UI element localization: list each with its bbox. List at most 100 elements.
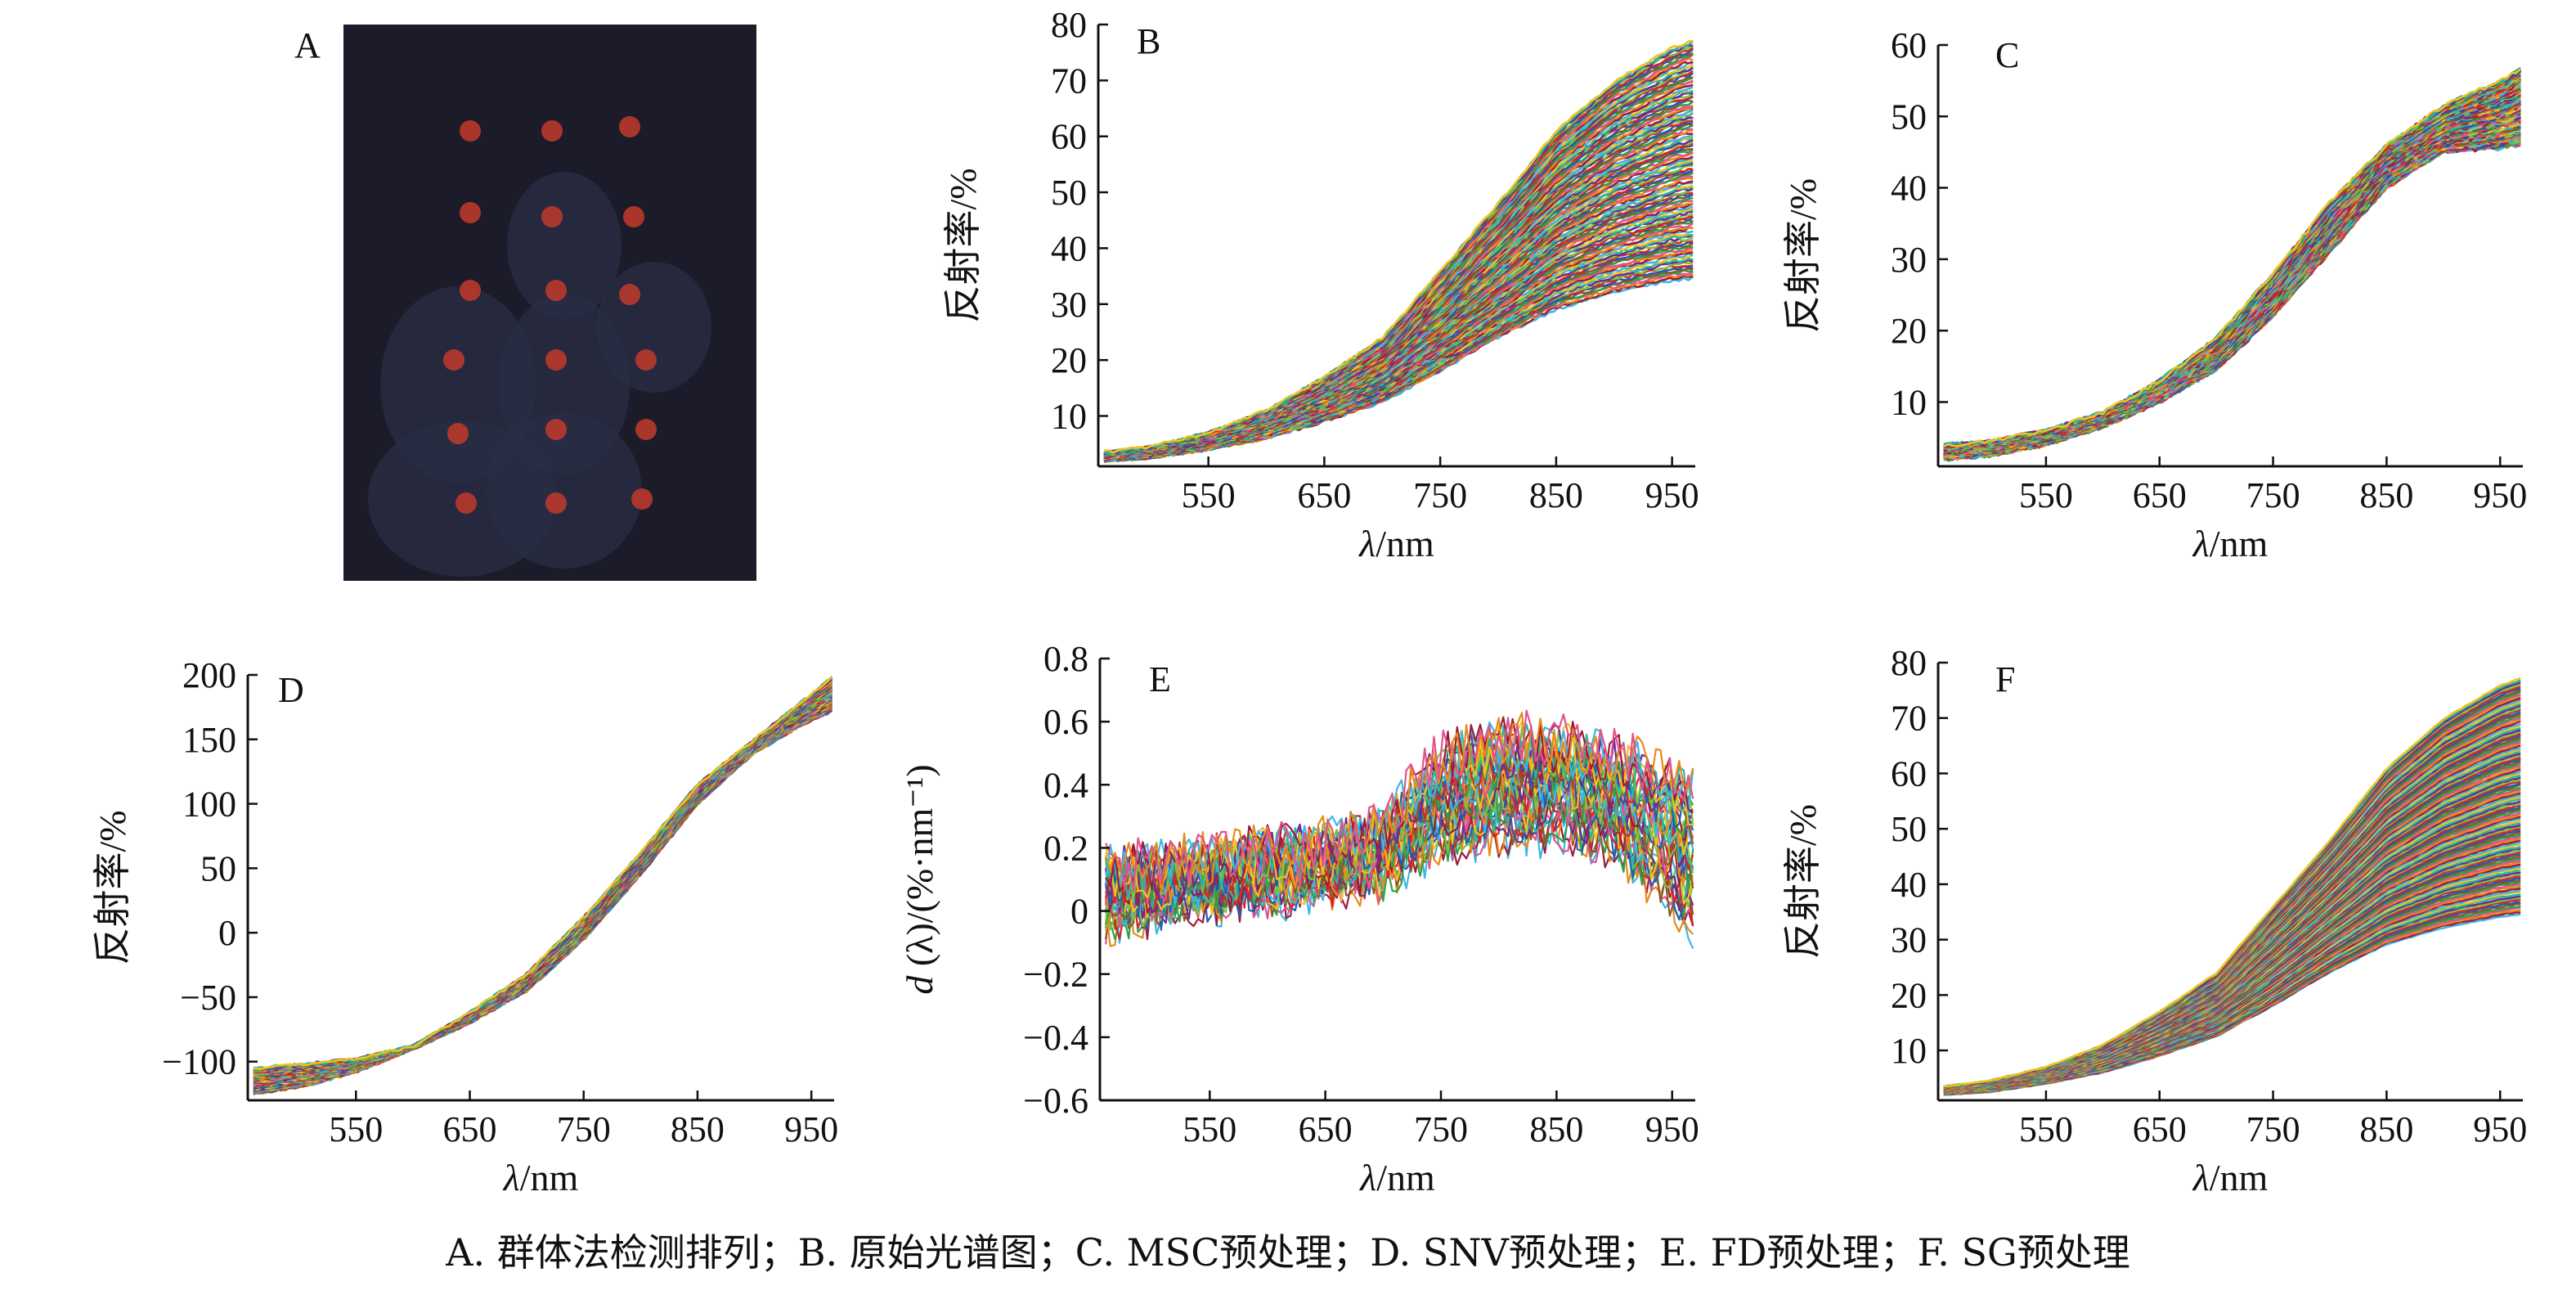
- series-line: [253, 705, 832, 1092]
- y-tick-label: 60: [1051, 117, 1087, 157]
- series-line: [1943, 139, 2521, 461]
- series-line: [253, 708, 832, 1096]
- series-line: [253, 698, 832, 1086]
- x-tick-label: 950: [2473, 475, 2527, 515]
- series-line: [1943, 132, 2521, 459]
- panel-f: 550 650 750 850 950 10 20 30 40 50 60 70 80 Fλ/nm 反射率/…: [1782, 643, 2527, 1198]
- x-tick-label: 950: [2473, 1109, 2527, 1149]
- x-tick-label: 750: [557, 1109, 611, 1149]
- sample-spot: [460, 202, 481, 223]
- x-tick-label: 650: [1299, 1109, 1353, 1149]
- sample-spot: [635, 349, 657, 371]
- x-tick-label: 550: [1182, 475, 1236, 515]
- series-line: [1943, 115, 2521, 455]
- panel-label: D: [278, 670, 304, 710]
- series-line: [1943, 131, 2521, 459]
- series-line: [254, 704, 833, 1090]
- series-line: [1943, 116, 2521, 456]
- y-tick-label: 30: [1051, 285, 1087, 325]
- x-axis-label: λ/nm: [1358, 1157, 1435, 1198]
- sample-spot: [619, 284, 640, 305]
- series-line: [1105, 721, 1694, 892]
- series-line: [1105, 721, 1694, 898]
- series-line: [1943, 109, 2522, 456]
- series-line: [1943, 116, 2521, 456]
- sample-spot: [456, 492, 477, 514]
- series-line: [253, 704, 832, 1090]
- y-tick-label: 80: [1051, 5, 1087, 45]
- series-line: [1943, 125, 2521, 458]
- sample-spot: [619, 116, 640, 137]
- panel-b: 550 650 750 850 950 10 20 30 40 50 60 70 80 Bλ/nm 反射率/…: [942, 5, 1699, 564]
- series-line: [1943, 109, 2521, 454]
- series-line: [253, 681, 832, 1074]
- y-tick-label: 150: [182, 720, 236, 760]
- leaf-shape: [507, 172, 622, 319]
- y-tick-label: 0: [218, 913, 236, 953]
- series-line: [1943, 141, 2521, 461]
- series-line: [1943, 115, 2521, 457]
- y-axis-label: 反射率/%: [1782, 804, 1824, 959]
- series-line: [1942, 113, 2521, 456]
- panel-c: 550 650 750 850 950 10 20 30 40 50 60 Cλ/nm 反射率/%: [1782, 25, 2527, 564]
- sample-spot: [545, 419, 567, 440]
- y-tick-label: 0.2: [1043, 828, 1088, 868]
- series-line: [253, 681, 833, 1073]
- y-axis-label: 反射率/%: [1782, 178, 1824, 333]
- series-line: [1943, 130, 2521, 458]
- chart-panels: 550 650 750 850 950 10 20 30 40 50 60 70 80 Bλ/nm 反射率/…: [92, 5, 2527, 1198]
- series-line: [253, 705, 832, 1090]
- figure-caption: A. 群体法检测排列；B. 原始光谱图；C. MSC预处理；D. SNV预处理；…: [446, 1230, 2130, 1275]
- x-tick-label: 750: [1413, 475, 1467, 515]
- series-line: [253, 707, 832, 1092]
- x-tick-label: 650: [2133, 1109, 2187, 1149]
- x-axis-label: λ/nm: [502, 1157, 579, 1198]
- series-line: [1943, 137, 2521, 461]
- x-axis-label: λ/nm: [2192, 523, 2269, 564]
- y-tick-label: 50: [1891, 97, 1927, 137]
- y-tick-label: 50: [200, 848, 236, 888]
- series-line: [253, 676, 833, 1071]
- y-tick-label: −100: [162, 1042, 236, 1082]
- series-line: [1106, 759, 1694, 918]
- series-line: [1943, 122, 2521, 456]
- x-tick-label: 950: [1645, 475, 1699, 515]
- series-line: [1943, 142, 2521, 461]
- series-line: [253, 705, 833, 1092]
- series-group: [1105, 709, 1694, 949]
- y-tick-label: 40: [1891, 865, 1927, 905]
- series-line: [253, 705, 833, 1093]
- series-line: [253, 679, 833, 1072]
- series-line: [253, 681, 833, 1074]
- y-tick-label: 70: [1891, 699, 1927, 739]
- series-line: [1943, 135, 2522, 460]
- series-line: [1943, 119, 2521, 457]
- y-tick-label: 50: [1891, 809, 1927, 849]
- series-line: [253, 707, 832, 1092]
- series-line: [253, 682, 833, 1077]
- y-tick-label: 0.8: [1043, 639, 1088, 679]
- series-line: [1943, 143, 2521, 460]
- series-line: [1943, 110, 2521, 456]
- series-line: [253, 677, 832, 1071]
- series-line: [253, 680, 833, 1073]
- series-line: [253, 685, 833, 1076]
- series-line: [1943, 118, 2521, 457]
- series-line: [1943, 121, 2522, 458]
- series-line: [253, 704, 832, 1092]
- sample-spot: [447, 423, 469, 444]
- series-line: [253, 708, 832, 1095]
- series-line: [1943, 117, 2521, 456]
- series-group: [1103, 39, 1694, 464]
- series-line: [1943, 139, 2521, 461]
- series-line: [253, 681, 833, 1075]
- series-line: [253, 704, 832, 1090]
- leaf-shape: [487, 413, 642, 569]
- y-tick-label: 60: [1891, 753, 1927, 794]
- series-line: [253, 707, 832, 1094]
- series-line: [1943, 108, 2521, 455]
- series-line: [253, 699, 832, 1086]
- panel-label: F: [1995, 659, 2015, 699]
- y-tick-label: 40: [1891, 169, 1927, 209]
- y-tick-label: −50: [180, 978, 236, 1018]
